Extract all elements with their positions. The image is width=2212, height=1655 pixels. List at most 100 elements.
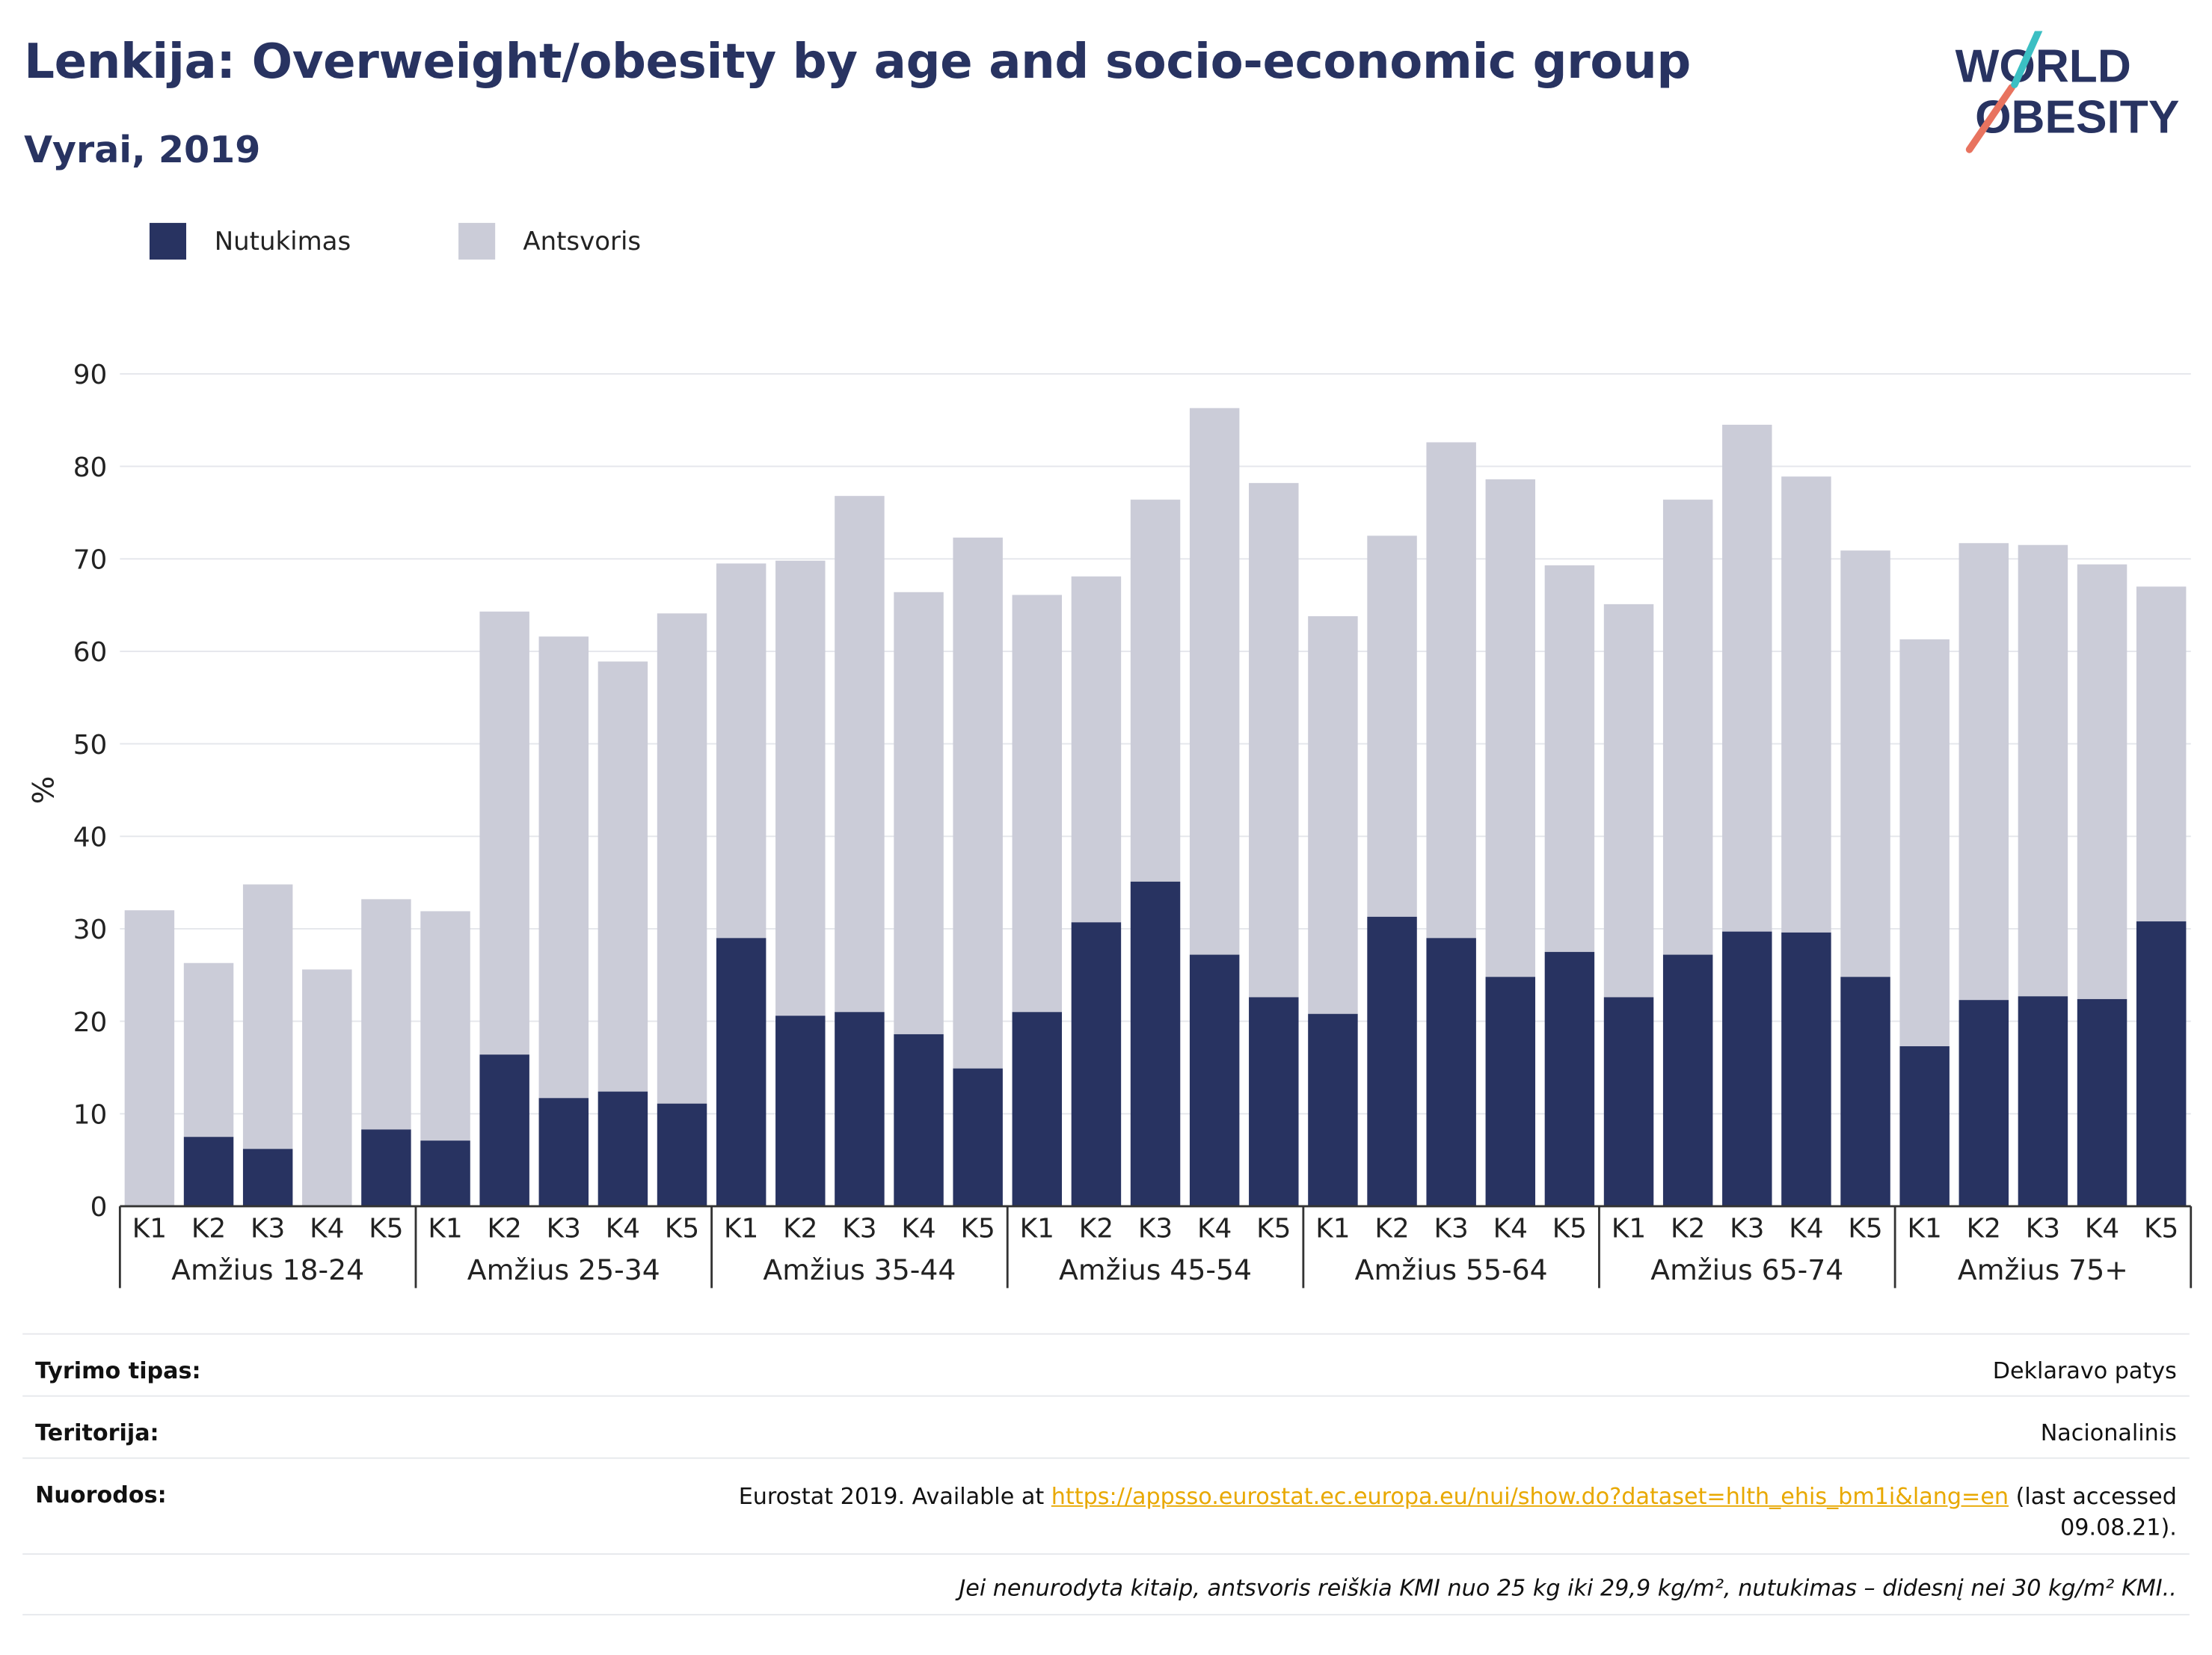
bar-overweight <box>479 611 529 1055</box>
references-suffix2: 09.08.21). <box>2060 1514 2177 1541</box>
x-tick-label: K5 <box>1256 1213 1291 1244</box>
bar-overweight <box>1012 595 1063 1013</box>
y-axis-label: % <box>27 776 61 805</box>
info-row-footnote: Jei nenurodyta kitaip, antsvoris reiškia… <box>22 1553 2190 1616</box>
bar-overweight <box>2136 586 2187 922</box>
bar-obesity <box>2018 996 2068 1206</box>
y-tick-label: 60 <box>73 637 108 668</box>
x-tick-label: K2 <box>783 1213 817 1244</box>
bar-obesity <box>1012 1012 1063 1206</box>
y-tick-label: 50 <box>73 730 108 761</box>
footnote: Jei nenurodyta kitaip, antsvoris reiškia… <box>959 1574 2177 1602</box>
info-label-territory: Teritorija: <box>35 1419 159 1446</box>
bar-overweight <box>420 911 470 1141</box>
x-tick-label: K1 <box>1908 1213 1942 1244</box>
references-prefix: Eurostat 2019. Available at <box>738 1482 1051 1510</box>
x-group-label: Amžius 75+ <box>1958 1253 2128 1286</box>
bar-obesity <box>538 1098 589 1206</box>
bar-obesity <box>1130 881 1181 1206</box>
info-row-references: Nuorodos: Eurostat 2019. Available at ht… <box>22 1457 2190 1555</box>
bar-obesity <box>420 1140 470 1206</box>
logo-slash-teal <box>2011 31 2043 88</box>
x-tick-label: K1 <box>132 1213 167 1244</box>
bar-overweight <box>1662 500 1713 955</box>
x-tick-label: K2 <box>1374 1213 1409 1244</box>
legend-item-obesity: Nutukimas <box>149 223 351 260</box>
x-tick-label: K4 <box>901 1213 936 1244</box>
bar-obesity <box>953 1068 1003 1206</box>
bar-obesity <box>1958 1000 2009 1206</box>
x-tick-label: K1 <box>1612 1213 1646 1244</box>
legend-swatch-obesity <box>149 223 187 260</box>
x-group-label: Amžius 18-24 <box>171 1253 364 1286</box>
bar-overweight <box>302 969 352 1206</box>
bar-overweight <box>1249 482 1299 998</box>
bar-obesity <box>1899 1046 1950 1206</box>
x-tick-label: K3 <box>842 1213 876 1244</box>
bar-overweight <box>361 899 411 1130</box>
bar-overweight <box>1071 576 1122 923</box>
bar-overweight <box>657 613 707 1104</box>
bar-overweight <box>1485 479 1536 977</box>
bar-overweight <box>183 962 234 1137</box>
logo-line1: WORLD <box>1956 40 2131 92</box>
x-group-label: Amžius 45-54 <box>1059 1253 1252 1286</box>
x-tick-label: K3 <box>2026 1213 2060 1244</box>
bar-overweight <box>1426 442 1476 939</box>
x-tick-label: K2 <box>191 1213 226 1244</box>
x-tick-label: K3 <box>547 1213 581 1244</box>
x-tick-label: K1 <box>724 1213 758 1244</box>
y-tick-label: 20 <box>73 1007 108 1038</box>
x-group-label: Amžius 65-74 <box>1650 1253 1843 1286</box>
world-obesity-logo: WORLD OBESITY <box>1956 31 2179 153</box>
bar-obesity <box>361 1129 411 1206</box>
bar-obesity <box>1781 932 1831 1206</box>
chart-legend: Nutukimas Antsvoris <box>149 223 698 260</box>
chart-title: Lenkija: Overweight/obesity by age and s… <box>24 34 1691 90</box>
bar-obesity <box>1367 916 1417 1206</box>
bar-obesity <box>597 1091 648 1206</box>
x-tick-label: K3 <box>1434 1213 1469 1244</box>
info-value-survey-type: Deklaravo patys <box>1992 1357 2177 1384</box>
x-tick-label: K5 <box>1552 1213 1587 1244</box>
bar-obesity <box>183 1137 234 1206</box>
references-link[interactable]: https://appsso.eurostat.ec.europa.eu/nui… <box>1051 1482 2009 1510</box>
y-tick-label: 10 <box>73 1099 108 1130</box>
x-group-label: Amžius 35-44 <box>763 1253 956 1286</box>
x-tick-label: K4 <box>2085 1213 2119 1244</box>
bar-obesity <box>1722 931 1772 1206</box>
bar-overweight <box>953 537 1003 1069</box>
bar-overweight <box>1781 476 1831 933</box>
bar-obesity <box>775 1016 826 1206</box>
y-tick-label: 30 <box>73 915 108 945</box>
y-tick-label: 70 <box>73 544 108 575</box>
bar-overweight <box>1130 500 1181 882</box>
y-tick-label: 90 <box>73 360 108 390</box>
info-label-references: Nuorodos: <box>35 1481 167 1508</box>
bar-overweight <box>894 592 944 1034</box>
bar-overweight <box>716 563 766 939</box>
bar-obesity <box>1485 977 1536 1206</box>
legend-label-obesity: Nutukimas <box>214 226 351 257</box>
bar-obesity <box>716 938 766 1206</box>
x-group-label: Amžius 25-34 <box>467 1253 660 1286</box>
info-row-territory: Teritorija: Nacionalinis <box>22 1395 2190 1459</box>
y-tick-label: 0 <box>90 1192 108 1223</box>
x-tick-label: K4 <box>310 1213 344 1244</box>
y-tick-label: 40 <box>73 822 108 853</box>
bar-overweight <box>242 884 293 1149</box>
bar-obesity <box>479 1054 529 1206</box>
bar-overweight <box>1840 550 1890 977</box>
bar-obesity <box>1249 997 1299 1206</box>
bar-overweight <box>1899 639 1950 1047</box>
bar-obesity <box>1544 951 1595 1206</box>
x-tick-label: K4 <box>606 1213 640 1244</box>
x-tick-label: K4 <box>1197 1213 1232 1244</box>
legend-item-overweight: Antsvoris <box>458 223 641 260</box>
bar-obesity <box>1662 954 1713 1206</box>
legend-swatch-overweight <box>458 223 495 260</box>
bar-overweight <box>1603 604 1654 998</box>
bar-overweight <box>1722 424 1772 932</box>
x-tick-label: K3 <box>251 1213 285 1244</box>
